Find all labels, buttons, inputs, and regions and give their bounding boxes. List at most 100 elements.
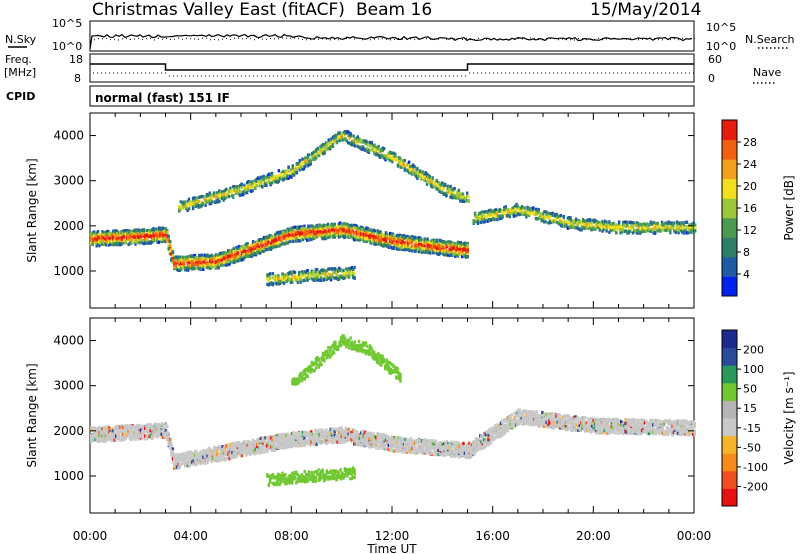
scatter-cell xyxy=(370,148,373,152)
scatter-cell xyxy=(277,179,281,183)
scatter-cell xyxy=(310,230,313,234)
scatter-cell xyxy=(189,254,193,258)
scatter-cell xyxy=(458,250,461,254)
scatter-cell xyxy=(434,243,438,247)
scatter-cell xyxy=(276,241,280,245)
scatter-cell xyxy=(384,239,388,243)
scatter-cell xyxy=(284,171,288,175)
scatter-cell xyxy=(243,245,246,249)
scatter-cell xyxy=(296,235,299,239)
scatter-cell xyxy=(669,221,672,225)
scatter-cell xyxy=(342,133,346,137)
scatter-cell xyxy=(651,227,654,231)
scatter-cell xyxy=(329,145,332,150)
scatter-cell xyxy=(322,230,325,234)
scatter-cell xyxy=(119,429,122,434)
scatter-cell xyxy=(671,223,675,227)
scatter-cell xyxy=(419,247,422,252)
scatter-cell xyxy=(486,214,489,218)
scatter-cell xyxy=(416,236,420,240)
y-tick-label: 3000 xyxy=(53,174,84,188)
nave-dots xyxy=(93,72,694,77)
scatter-cell xyxy=(304,236,307,240)
scatter-cell xyxy=(403,168,407,172)
scatter-cell xyxy=(399,165,402,169)
scatter-cell xyxy=(515,213,518,217)
scatter-cell xyxy=(299,229,302,234)
scatter-cell xyxy=(248,187,252,191)
scatter-cell xyxy=(291,169,294,173)
scatter-cell xyxy=(123,234,126,238)
scatter-cell xyxy=(268,234,271,238)
scatter-cell xyxy=(206,253,209,257)
scatter-cell xyxy=(452,188,455,192)
scatter-cell xyxy=(130,233,133,237)
scatter-cell xyxy=(246,242,249,246)
scatter-cell xyxy=(610,226,614,230)
scatter-cell xyxy=(222,198,225,202)
scatter-cell xyxy=(307,238,310,242)
scatter-cell xyxy=(175,261,179,265)
scatter-cell xyxy=(116,241,119,245)
scatter-cell xyxy=(363,148,366,152)
scatter-cell xyxy=(142,238,145,243)
scatter-cell xyxy=(438,247,442,251)
scatter-cell xyxy=(95,237,98,241)
scatter-cell xyxy=(227,249,230,253)
scatter-cell xyxy=(351,224,354,228)
scatter-cell xyxy=(267,244,270,249)
scatter-cell xyxy=(387,156,390,160)
scatter-cell xyxy=(160,226,163,230)
scatter-cell xyxy=(299,231,302,235)
scatter-cell xyxy=(149,423,152,427)
scatter-cell xyxy=(185,456,188,460)
scatter-cell xyxy=(363,139,366,143)
scatter-cell xyxy=(321,234,324,238)
scatter-cell xyxy=(247,254,251,258)
scatter-cell xyxy=(322,148,325,152)
scatter-cell xyxy=(121,425,125,429)
scatter-cell xyxy=(272,177,275,181)
scatter-cell xyxy=(539,211,542,215)
scatter-cell xyxy=(269,172,272,176)
scatter-cell xyxy=(431,240,435,244)
scatter-cell xyxy=(540,219,543,223)
scatter-cell xyxy=(181,258,184,262)
scatter-cell xyxy=(251,249,255,253)
scatter-cell xyxy=(145,234,148,238)
scatter-cell xyxy=(459,192,462,196)
scatter-cell xyxy=(114,232,118,236)
scatter-cell xyxy=(339,231,342,236)
scatter-cell xyxy=(164,421,168,426)
scatter-cell xyxy=(113,238,116,242)
scatter-cell xyxy=(422,242,425,246)
scatter-cell xyxy=(558,217,561,221)
scatter-cell xyxy=(164,240,168,244)
noise-right-tick-top: 10^5 xyxy=(706,21,736,34)
scatter-cell xyxy=(321,237,324,241)
scatter-cell xyxy=(247,188,250,192)
scatter-cell xyxy=(103,242,107,246)
scatter-cell xyxy=(127,433,130,437)
scatter-cell xyxy=(144,426,147,430)
scatter-cell xyxy=(225,195,228,199)
scatter-cell xyxy=(298,273,301,277)
scatter-cell xyxy=(371,230,374,234)
scatter-cell xyxy=(418,247,421,251)
scatter-cell xyxy=(275,238,278,242)
scatter-cell xyxy=(94,438,97,442)
scatter-cell xyxy=(196,266,199,270)
scatter-cell xyxy=(405,234,408,238)
scatter-cell xyxy=(309,160,312,164)
scatter-cell xyxy=(483,220,486,224)
scatter-cell xyxy=(605,226,608,230)
scatter-cell xyxy=(503,207,506,212)
scatter-cell xyxy=(384,231,388,235)
scatter-cell xyxy=(311,151,314,156)
scatter-cell xyxy=(323,145,326,150)
scatter-cell xyxy=(142,242,145,246)
scatter-cell xyxy=(462,242,465,246)
scatter-cell xyxy=(400,165,404,169)
scatter-cell xyxy=(656,226,659,230)
